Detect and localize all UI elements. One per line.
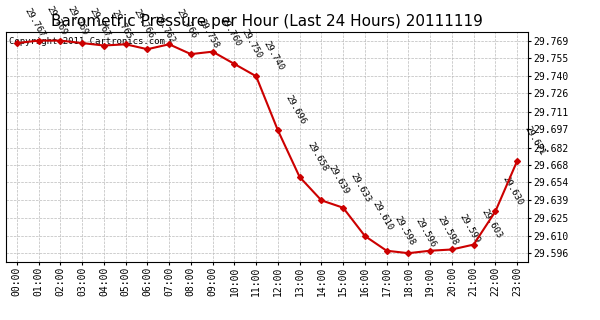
Text: 29.696: 29.696 — [283, 94, 307, 126]
Text: 29.603: 29.603 — [479, 208, 503, 240]
Text: 29.758: 29.758 — [196, 18, 220, 50]
Text: 29.596: 29.596 — [414, 217, 438, 249]
Text: 29.766: 29.766 — [175, 8, 199, 40]
Text: 29.599: 29.599 — [457, 213, 481, 245]
Text: 29.769: 29.769 — [66, 4, 90, 36]
Title: Barometric Pressure per Hour (Last 24 Hours) 20111119: Barometric Pressure per Hour (Last 24 Ho… — [51, 14, 483, 29]
Text: 29.762: 29.762 — [153, 12, 177, 45]
Text: 29.610: 29.610 — [370, 199, 394, 232]
Text: 29.639: 29.639 — [327, 164, 351, 196]
Text: 29.658: 29.658 — [305, 140, 329, 173]
Text: 29.740: 29.740 — [262, 40, 286, 72]
Text: 29.750: 29.750 — [240, 27, 264, 60]
Text: 29.633: 29.633 — [349, 171, 373, 204]
Text: 29.766: 29.766 — [131, 8, 155, 40]
Text: 29.767: 29.767 — [88, 6, 112, 39]
Text: Copyright 2011 Cartronics.com: Copyright 2011 Cartronics.com — [8, 36, 164, 46]
Text: 29.765: 29.765 — [109, 9, 133, 41]
Text: 29.598: 29.598 — [436, 214, 460, 246]
Text: 29.767: 29.767 — [22, 6, 46, 39]
Text: 29.760: 29.760 — [218, 15, 242, 47]
Text: 29.671: 29.671 — [523, 124, 547, 157]
Text: 29.630: 29.630 — [501, 175, 525, 207]
Text: 29.598: 29.598 — [392, 214, 416, 246]
Text: 29.769: 29.769 — [44, 4, 68, 36]
